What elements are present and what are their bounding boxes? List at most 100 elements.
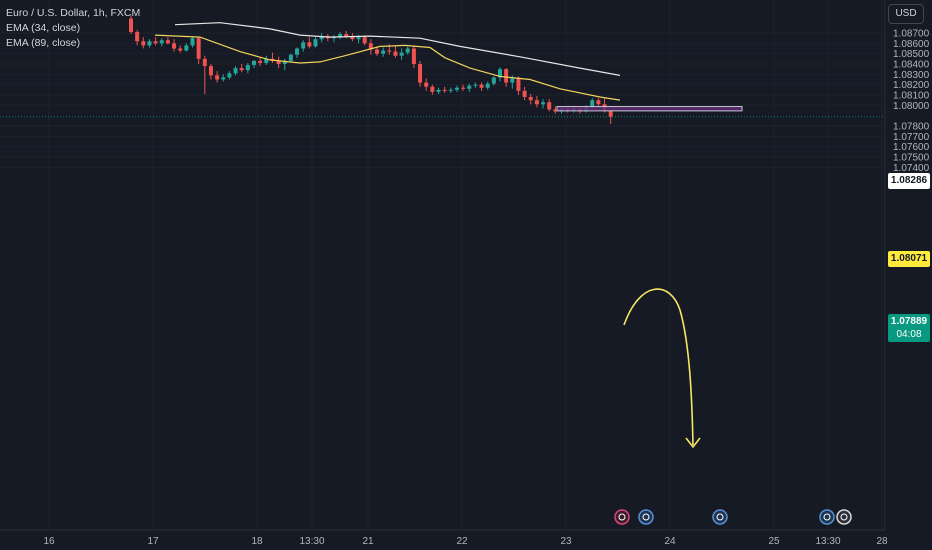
candle (252, 59, 256, 69)
candle (147, 39, 152, 48)
candle-body (418, 63, 423, 83)
candle (208, 63, 213, 80)
candle-body (375, 49, 379, 54)
y-tick-label: 1.08600 (893, 39, 930, 50)
candle (264, 55, 269, 66)
candle-body (504, 69, 509, 83)
candle-body (436, 89, 441, 92)
y-tick-label: 1.07600 (893, 142, 930, 153)
candle-body (541, 102, 546, 105)
candle-body (405, 48, 410, 53)
candle-body (498, 69, 502, 78)
ema89-line (174, 22, 621, 76)
globe-icon-glyph (642, 513, 650, 521)
ema34-legend: EMA (34, close) (6, 22, 81, 34)
us-flag-icon (836, 509, 852, 525)
y-tick-label: 1.08100 (893, 90, 930, 101)
candle (313, 37, 318, 48)
y-tick-label: 1.08300 (893, 70, 930, 81)
candle-body (344, 34, 349, 37)
candle-body (547, 102, 552, 110)
x-tick-label: 21 (362, 536, 374, 547)
globe-icon-circle (712, 509, 728, 525)
candle-body (178, 48, 183, 51)
candle-body (245, 65, 250, 71)
candle (276, 56, 281, 69)
candle-body (491, 77, 496, 84)
candle-body (485, 83, 490, 88)
candle (258, 57, 263, 67)
ema89-price-badge: 1.08286 (888, 173, 930, 189)
candle (534, 96, 539, 108)
x-tick-label: 16 (43, 536, 55, 547)
candle (473, 82, 478, 88)
candle-body (461, 87, 466, 89)
y-tick-label: 1.07400 (893, 163, 930, 174)
candle-body (159, 40, 164, 44)
candle (282, 58, 287, 71)
x-tick-label: 24 (664, 536, 676, 547)
candle (184, 43, 189, 52)
drawing-layer (556, 106, 743, 449)
events-layer (614, 509, 852, 525)
candle (129, 15, 133, 35)
candle (436, 87, 441, 94)
candle (381, 47, 386, 57)
candle-body (479, 84, 484, 88)
candle (405, 46, 410, 55)
candle-body (448, 89, 453, 91)
candle-body (301, 42, 306, 49)
candle (608, 109, 613, 124)
candle (319, 33, 324, 43)
candle-body (368, 43, 373, 50)
candle (227, 71, 232, 80)
candle-body (362, 37, 367, 44)
us-flag-icon-glyph (840, 513, 848, 521)
ema34-price-badge: 1.08071 (888, 251, 930, 267)
candle-body (528, 97, 533, 101)
y-tick-label: 1.07500 (893, 152, 930, 163)
candle (307, 37, 312, 49)
ema34-line (154, 34, 621, 101)
candle (393, 45, 398, 58)
x-tick-label: 28 (876, 536, 888, 547)
candle-body (233, 68, 238, 74)
candle (418, 60, 423, 87)
candle-body (184, 45, 189, 51)
candle-body (454, 87, 459, 90)
candle-body (129, 18, 133, 32)
candle-body (516, 78, 521, 91)
candle (498, 67, 502, 82)
candle (331, 35, 336, 43)
lightning-icon-circle (614, 509, 630, 525)
candle (196, 37, 201, 64)
candle-body (356, 37, 361, 40)
y-tick-label: 1.08700 (893, 29, 930, 40)
candle (215, 71, 220, 83)
candle-body (467, 85, 472, 89)
y-tick-label: 1.08400 (893, 59, 930, 70)
x-tick-label: 22 (456, 536, 468, 547)
lightning-icon-glyph (618, 513, 626, 521)
ema89-legend: EMA (89, close) (6, 37, 81, 49)
currency-button[interactable]: USD (888, 4, 924, 24)
candle (547, 99, 552, 112)
candle-body (350, 36, 355, 40)
candle-body (196, 38, 201, 59)
candle (368, 39, 373, 55)
candle-body (596, 100, 601, 105)
candle (202, 55, 207, 94)
candle (461, 84, 466, 91)
x-tick-label: 18 (251, 536, 263, 547)
candle-body (534, 100, 539, 105)
candle-body (282, 60, 287, 64)
globe-icon (712, 509, 728, 525)
x-tick-label: 23 (560, 536, 572, 547)
candle-body (172, 43, 177, 49)
candle (485, 81, 490, 90)
chart-legend: Euro / U.S. Dollar, 1h, FXCM EMA (34, cl… (6, 6, 140, 51)
globe-icon (819, 509, 835, 525)
y-tick-label: 1.07700 (893, 132, 930, 143)
candle (301, 40, 306, 52)
